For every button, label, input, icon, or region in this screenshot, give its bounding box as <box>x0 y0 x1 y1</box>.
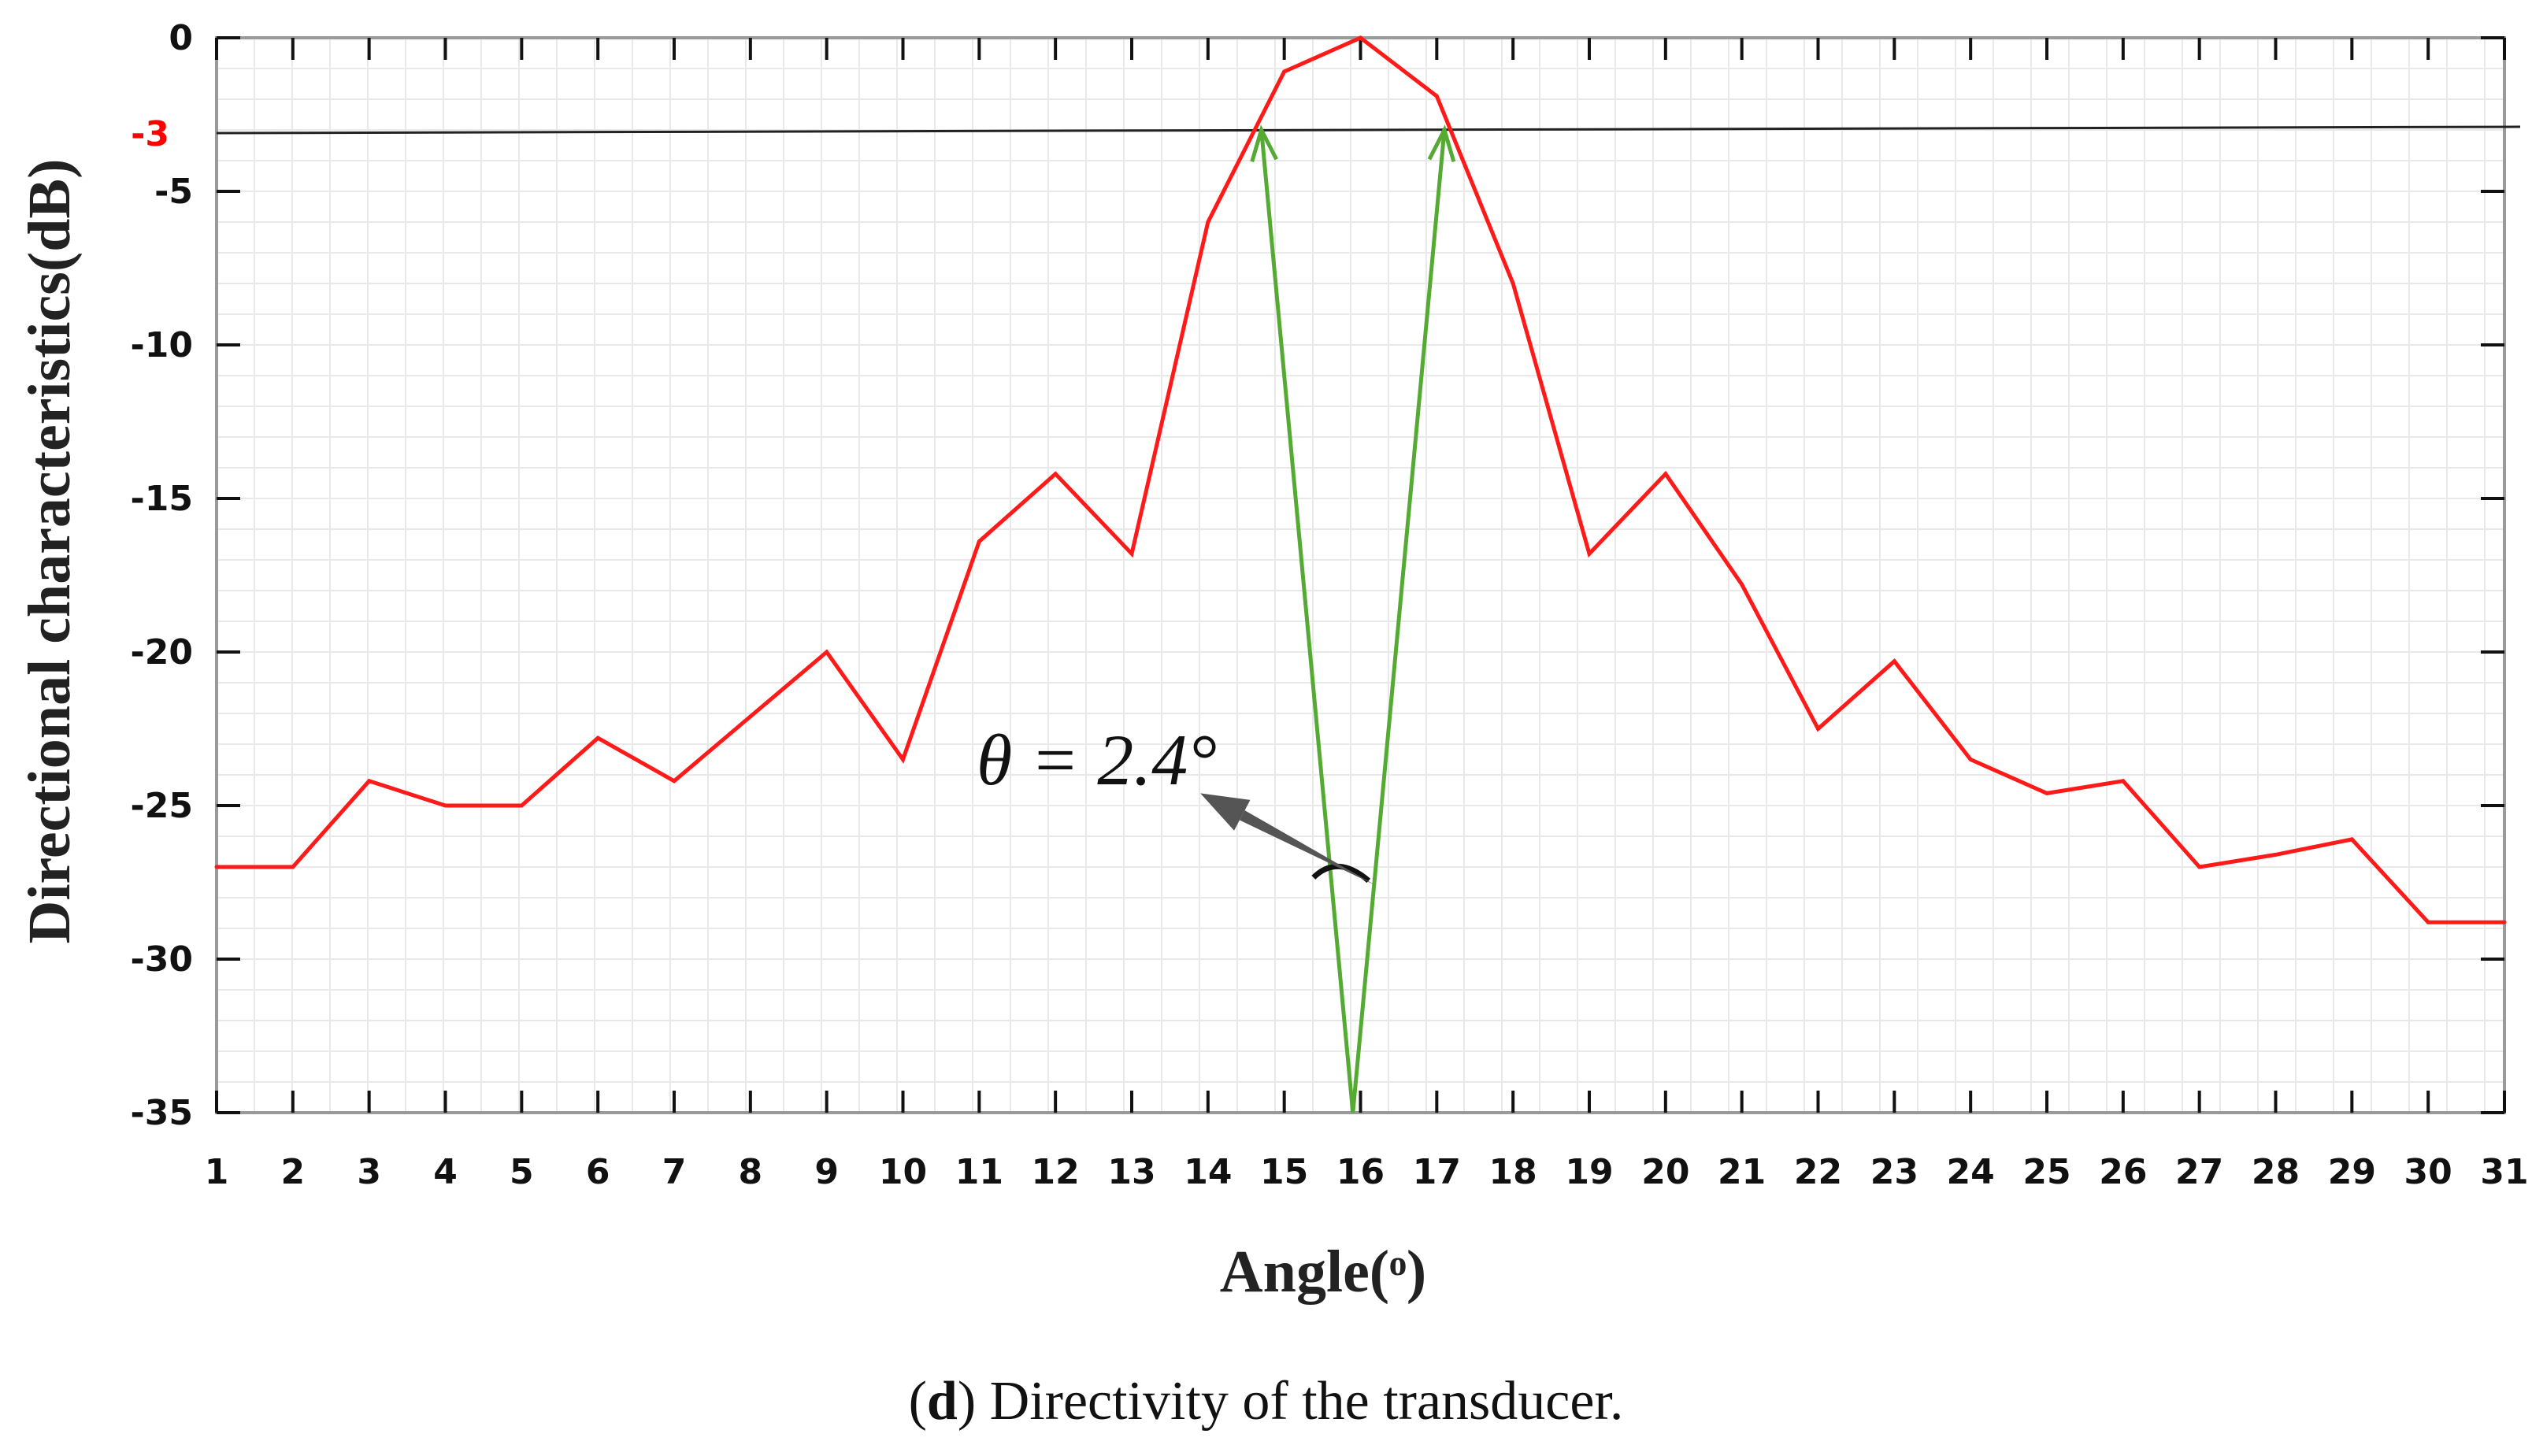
data-point <box>748 714 753 719</box>
data-point <box>2121 779 2126 784</box>
theta-annotation: θ = 2.4° <box>977 720 1217 800</box>
data-point <box>2426 920 2430 924</box>
data-point <box>595 735 600 740</box>
x-tick-label: 12 <box>1032 1152 1080 1192</box>
pointer-arrow-shaft <box>1240 810 1376 886</box>
data-point <box>1968 758 1973 761</box>
data-point <box>1740 582 1744 587</box>
x-tick-label: 19 <box>1565 1152 1613 1192</box>
beam-arrow-line <box>1259 129 1355 1113</box>
y-tick-label: -10 <box>131 325 194 365</box>
x-tick-label: 2 <box>281 1152 306 1192</box>
y-tick-label: -15 <box>131 479 194 519</box>
x-tick-label: 28 <box>2252 1152 2300 1192</box>
data-point <box>1434 94 1439 98</box>
x-tick-label: 18 <box>1489 1152 1537 1192</box>
x-tick-label: 13 <box>1107 1152 1155 1192</box>
y-tick-label: 0 <box>169 18 193 58</box>
data-point <box>2502 920 2507 924</box>
x-tick-label: 6 <box>586 1152 610 1192</box>
beam-arrow-head <box>1250 124 1278 162</box>
data-point <box>1359 35 1362 40</box>
x-tick-label: 17 <box>1413 1152 1461 1192</box>
x-tick-label: 14 <box>1184 1152 1232 1192</box>
x-tick-label: 10 <box>879 1152 927 1192</box>
data-point <box>367 779 372 784</box>
x-tick-label: 22 <box>1794 1152 1842 1192</box>
x-tick-label: 9 <box>814 1152 839 1192</box>
caption-letter: d <box>926 1371 958 1432</box>
data-point <box>1511 281 1515 286</box>
x-tick-label: 25 <box>2022 1152 2070 1192</box>
beam-arrows-group <box>1250 124 1456 1113</box>
axis-ticks <box>215 36 2506 1114</box>
x-tick-label: 15 <box>1260 1152 1308 1192</box>
tick-labels: 1 2 3 4 5 6 7 8 9 10 11 12 13 14 15 16 17 18 19 20 21 22 23 24 2… <box>131 18 2529 1192</box>
data-point <box>1816 727 1820 731</box>
data-point <box>1129 551 1134 556</box>
data-point <box>1053 472 1058 476</box>
x-tick-label: 30 <box>2404 1152 2452 1192</box>
x-tick-label: 21 <box>1718 1152 1766 1192</box>
data-point <box>443 803 447 808</box>
x-tick-label: 8 <box>739 1152 763 1192</box>
beam-arrow-head <box>1427 124 1456 162</box>
x-tick-label: 1 <box>205 1152 229 1192</box>
x-tick-label: 24 <box>1947 1152 1995 1192</box>
x-tick-label: 26 <box>2099 1152 2147 1192</box>
x-tick-label: 5 <box>510 1152 534 1192</box>
x-tick-label: 20 <box>1641 1152 1689 1192</box>
x-tick-label: 31 <box>2480 1152 2528 1192</box>
data-point <box>825 650 829 654</box>
data-point <box>2349 837 2354 842</box>
x-tick-label: 23 <box>1870 1152 1918 1192</box>
data-point <box>1587 551 1592 556</box>
annotation-group: θ = 2.4° <box>977 720 1376 886</box>
data-point <box>1282 69 1287 74</box>
series-group <box>214 35 2507 924</box>
data-point <box>901 758 905 761</box>
reference-line-group <box>216 125 2521 135</box>
y-tick-label: -35 <box>131 1093 194 1133</box>
data-point <box>1663 472 1668 476</box>
figure-caption: (d) Directivity of the transducer. <box>908 1371 1624 1432</box>
grid <box>216 37 2504 1113</box>
data-point <box>977 539 981 544</box>
data-point <box>1892 659 1896 664</box>
x-tick-label: 4 <box>433 1152 458 1192</box>
data-point <box>2197 865 2202 869</box>
x-tick-label: 29 <box>2328 1152 2376 1192</box>
pointer-arrow-head <box>1200 793 1251 831</box>
data-point <box>2045 791 2049 795</box>
minus-3db-line <box>216 125 2521 135</box>
y-axis-title: Directional characteristics(dB) <box>17 159 83 944</box>
x-axis-title: Angle(ᵒ) <box>1220 1239 1426 1305</box>
data-point <box>519 803 524 808</box>
x-tick-label: 16 <box>1336 1152 1385 1192</box>
data-point <box>1206 220 1210 224</box>
caption-text: Directivity of the transducer. <box>989 1371 1624 1432</box>
y-tick-label: -25 <box>131 786 194 826</box>
beam-arrow-line <box>1351 129 1447 1113</box>
data-point <box>672 779 677 784</box>
y-tick-label: -5 <box>154 172 193 212</box>
series-line <box>217 35 2504 924</box>
x-tick-label: 3 <box>357 1152 381 1192</box>
x-tick-label: 7 <box>662 1152 687 1192</box>
x-tick-label: 27 <box>2175 1152 2223 1192</box>
minus-3db-label: -3 <box>131 114 169 154</box>
data-point <box>2274 852 2278 857</box>
data-point <box>291 865 295 869</box>
y-tick-label: -30 <box>131 939 194 980</box>
data-point <box>214 865 219 869</box>
x-tick-label: 11 <box>955 1152 1003 1192</box>
y-tick-label: -20 <box>131 632 194 672</box>
plot-frame <box>215 36 2506 1114</box>
